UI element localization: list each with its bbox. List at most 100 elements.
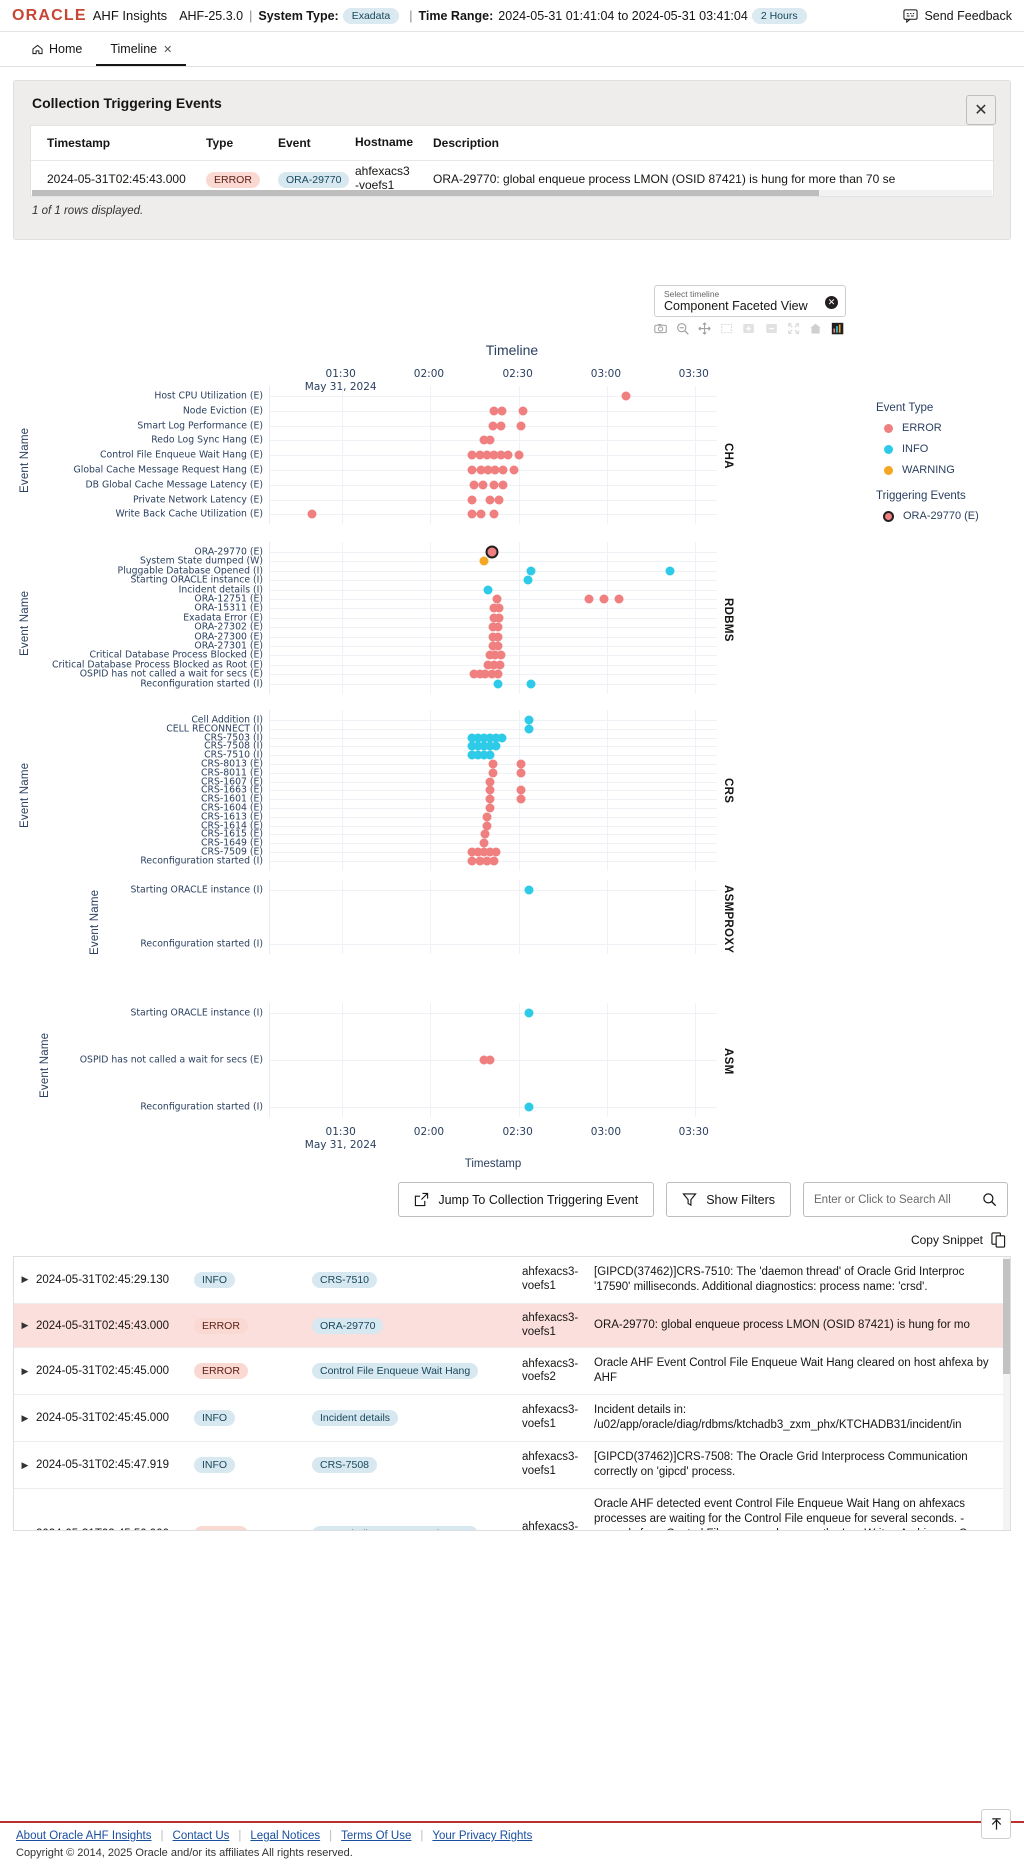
data-point-trigger[interactable] [485, 545, 499, 559]
data-point-error[interactable] [467, 450, 477, 460]
panel-close-button[interactable]: ✕ [966, 95, 996, 125]
data-point-error[interactable] [489, 660, 499, 670]
data-point-info[interactable] [467, 741, 477, 751]
data-point-error[interactable] [496, 650, 506, 660]
data-point-error[interactable] [307, 509, 317, 519]
zoom-in-icon[interactable] [742, 322, 755, 337]
data-point-error[interactable] [493, 669, 503, 679]
facet-plot-asm[interactable] [269, 1003, 717, 1117]
search-input[interactable]: Enter or Click to Search All [803, 1182, 1008, 1217]
data-point-error[interactable] [485, 803, 495, 813]
data-point-info[interactable] [473, 733, 483, 743]
data-point-info[interactable] [526, 566, 536, 576]
data-point-error[interactable] [495, 660, 505, 670]
events-table-scrollbar[interactable] [1003, 1257, 1010, 1530]
data-point-error[interactable] [479, 838, 489, 848]
data-point-error[interactable] [599, 594, 609, 604]
data-point-error[interactable] [485, 1055, 495, 1065]
table-row[interactable]: ▶ 2024-05-31T02:45:43.000 ERROR ORA-29770 ah… [14, 1303, 1010, 1349]
data-point-info[interactable] [479, 750, 489, 760]
footer-link[interactable]: Your Privacy Rights [432, 1830, 533, 1842]
data-point-error[interactable] [488, 632, 498, 642]
camera-icon[interactable] [654, 322, 667, 337]
data-point-error[interactable] [489, 509, 499, 519]
data-point-error[interactable] [485, 435, 495, 445]
select-timeline-dropdown[interactable]: Select timeline Component Faceted View ✕ [654, 285, 846, 317]
data-point-error[interactable] [498, 465, 508, 475]
data-point-info[interactable] [526, 679, 536, 689]
data-point-info[interactable] [491, 733, 501, 743]
zoom-icon[interactable] [676, 322, 689, 337]
data-point-error[interactable] [485, 650, 495, 660]
data-point-error[interactable] [482, 856, 492, 866]
data-point-error[interactable] [482, 450, 492, 460]
data-point-error[interactable] [475, 856, 485, 866]
data-point-error[interactable] [467, 856, 477, 866]
data-point-error[interactable] [485, 794, 495, 804]
reset-home-icon[interactable] [809, 322, 822, 337]
data-point-error[interactable] [494, 603, 504, 613]
data-point-info[interactable] [467, 750, 477, 760]
data-point-info[interactable] [665, 566, 675, 576]
data-point-error[interactable] [467, 465, 477, 475]
data-point-error[interactable] [488, 421, 498, 431]
data-point-error[interactable] [488, 768, 498, 778]
data-point-error[interactable] [488, 622, 498, 632]
footer-link[interactable]: Legal Notices [250, 1830, 321, 1842]
table-row[interactable]: ▶ 2024-05-31T02:45:29.130 INFO CRS-7510 ahfe… [14, 1257, 1010, 1304]
data-point-error[interactable] [476, 465, 486, 475]
footer-link[interactable]: Terms Of Use [341, 1830, 412, 1842]
data-point-error[interactable] [516, 794, 526, 804]
data-point-error[interactable] [475, 669, 485, 679]
search-icon[interactable] [982, 1192, 997, 1207]
data-point-error[interactable] [497, 406, 507, 416]
tab-close-icon[interactable]: ✕ [163, 43, 173, 56]
data-point-error[interactable] [476, 509, 486, 519]
expand-row-icon[interactable]: ▶ [21, 1320, 29, 1331]
show-filters-button[interactable]: Show Filters [666, 1182, 791, 1217]
data-point-error[interactable] [494, 613, 504, 623]
data-point-info[interactable] [485, 733, 495, 743]
data-point-error[interactable] [467, 847, 477, 857]
pan-icon[interactable] [698, 322, 711, 337]
data-point-error[interactable] [489, 406, 499, 416]
expand-row-icon[interactable]: ▶ [21, 1365, 29, 1376]
expand-row-icon[interactable]: ▶ [21, 1274, 29, 1285]
data-point-error[interactable] [496, 421, 506, 431]
data-point-error[interactable] [489, 856, 499, 866]
autoscale-icon[interactable] [787, 322, 800, 337]
table-row[interactable]: ▶ 2024-05-31T02:45:45.000 ERROR Control Fil… [14, 1348, 1010, 1396]
legend-item-warning[interactable]: WARNING [876, 464, 979, 476]
data-point-error[interactable] [485, 777, 495, 787]
data-point-error[interactable] [490, 465, 500, 475]
data-point-error[interactable] [621, 391, 631, 401]
data-point-error[interactable] [475, 450, 485, 460]
data-point-info[interactable] [491, 741, 501, 751]
data-point-error[interactable] [485, 785, 495, 795]
data-point-error[interactable] [469, 480, 479, 490]
data-point-info[interactable] [485, 741, 495, 751]
data-point-info[interactable] [524, 1008, 534, 1018]
data-point-error[interactable] [503, 450, 513, 460]
data-point-warning[interactable] [479, 556, 489, 566]
data-point-error[interactable] [480, 829, 490, 839]
data-point-error[interactable] [518, 406, 528, 416]
data-point-error[interactable] [489, 480, 499, 490]
data-point-info[interactable] [485, 750, 495, 760]
data-point-error[interactable] [489, 603, 499, 613]
data-point-error[interactable] [469, 669, 479, 679]
data-point-error[interactable] [516, 421, 526, 431]
data-point-error[interactable] [614, 594, 624, 604]
data-point-error[interactable] [480, 669, 490, 679]
send-feedback-button[interactable]: Send Feedback [903, 8, 1012, 23]
clear-circle-icon[interactable]: ✕ [825, 296, 838, 309]
data-point-error[interactable] [516, 785, 526, 795]
data-point-error[interactable] [498, 480, 508, 490]
data-point-error[interactable] [488, 759, 498, 769]
facet-plot-crs[interactable] [269, 710, 717, 871]
facet-plot-rdbms[interactable] [269, 542, 717, 694]
copy-snippet-button[interactable]: Copy Snippet [911, 1232, 1006, 1248]
data-point-error[interactable] [489, 450, 499, 460]
data-point-error[interactable] [485, 847, 495, 857]
